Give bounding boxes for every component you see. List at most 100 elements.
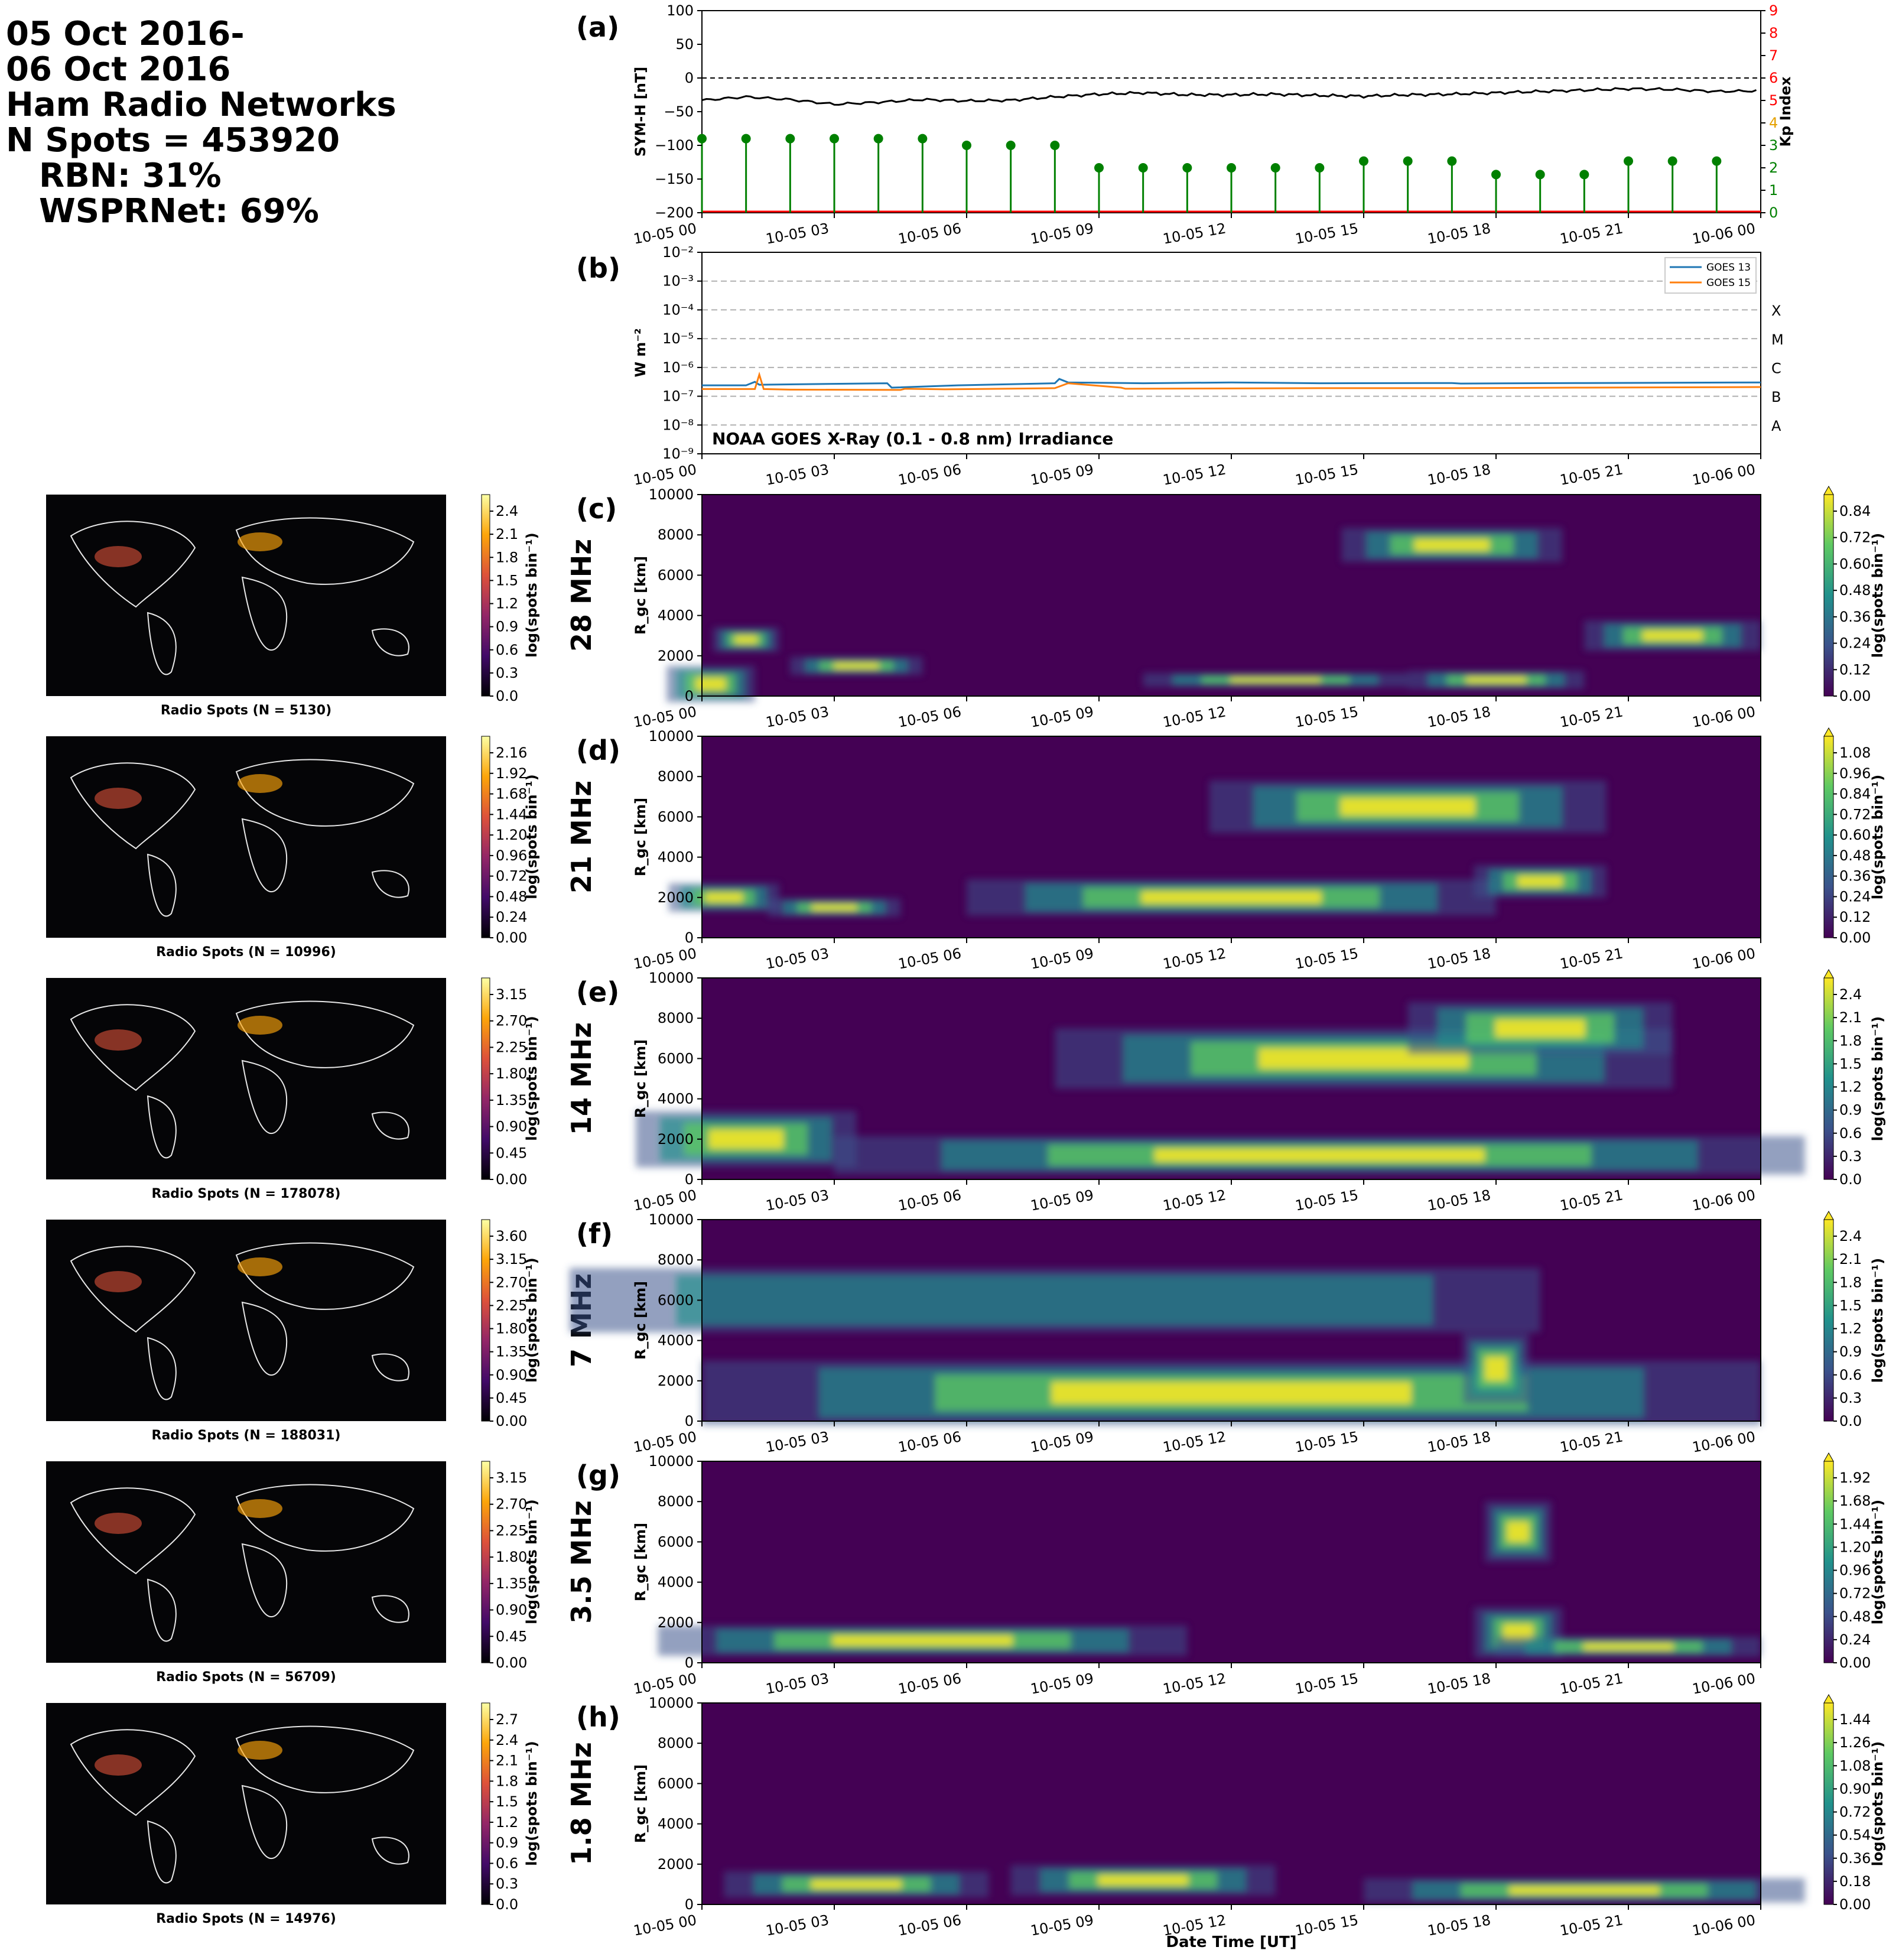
- panel-a-xtick-label: 10-05 12: [1162, 220, 1227, 247]
- panel-a-left-ytick-label: 0: [685, 70, 694, 86]
- panel-c-xtick-label: 10-05 00: [632, 703, 698, 730]
- panel-g-xtick-label: 10-05 09: [1029, 1670, 1095, 1697]
- map-colorbar-tick-label: 2.70: [496, 1274, 527, 1291]
- panel-d-xtick-label: 10-05 03: [765, 945, 830, 972]
- coastline: [147, 1095, 177, 1159]
- panel-f-ytick-label: 6000: [658, 1292, 694, 1308]
- panel-g-xtick-label: 10-05 18: [1426, 1670, 1492, 1697]
- frequency-band-label: 21 MHz: [565, 781, 597, 893]
- kp-point: [741, 134, 751, 144]
- coastline: [235, 759, 415, 827]
- heatmap-blob: [705, 892, 743, 902]
- panel-f-xtick-label: 10-06 00: [1691, 1428, 1757, 1455]
- heatmap-cells: [636, 1002, 1805, 1175]
- heatmap-blob: [833, 1635, 1013, 1646]
- heatmap-blob: [1340, 798, 1475, 816]
- panel-h-ytick-label: 2000: [658, 1856, 694, 1873]
- panel-b-ytick-label: 10⁻⁶: [662, 359, 694, 376]
- panel-d-ytick-label: 10000: [649, 728, 694, 745]
- panel-h-xtick-label: 10-05 18: [1426, 1912, 1492, 1939]
- colorbar-tick-label: 0.3: [1839, 1148, 1862, 1165]
- heatmap-ylabel: R_gc [km]: [632, 1523, 649, 1601]
- panel-a-xtick-label: 10-05 09: [1029, 220, 1095, 247]
- kp-point: [1227, 163, 1236, 173]
- colorbar-extend-arrow: [1823, 727, 1834, 737]
- map-colorbar-tick-label: 0.9: [496, 619, 518, 635]
- panel-f-ytick-label: 10000: [649, 1211, 694, 1228]
- panel-b-letter: (b): [576, 252, 620, 284]
- map-colorbar-tick-label: 2.4: [496, 503, 518, 519]
- map-colorbar-tick-label: 2.70: [496, 1496, 527, 1513]
- panel-g-xtick-label: 10-06 00: [1691, 1670, 1757, 1697]
- map-colorbar: [481, 977, 490, 1180]
- kp-point: [785, 134, 795, 144]
- panel-a-left-ytick-label: 100: [666, 2, 694, 19]
- panel-d-heatmap: (d) 21 MHz 10000 8000 6000 4000 2000 0 R_gc [km]…: [565, 727, 1886, 973]
- panel-a-right-ytick-label: 9: [1769, 2, 1778, 19]
- coastline: [147, 1337, 177, 1400]
- panel-d-xtick-label: 10-05 21: [1559, 945, 1624, 972]
- colorbar-tick-label: 0.54: [1839, 1827, 1871, 1844]
- map-colorbar-tick-label: 0.3: [496, 1876, 518, 1892]
- panel-c-xtick-label: 10-05 21: [1559, 703, 1624, 730]
- panel-c-ytick-label: 10000: [649, 486, 694, 503]
- map-colorbar: [481, 1461, 490, 1663]
- coastline: [147, 1578, 177, 1642]
- heatmap-blob: [1414, 539, 1490, 551]
- panel-g-xtick-label: 10-05 15: [1294, 1670, 1360, 1697]
- heatmap-colorbar: [1823, 494, 1834, 697]
- header-wsprnet: WSPRNet: 69%: [39, 192, 319, 230]
- colorbar-tick-label: 0.00: [1839, 929, 1871, 946]
- map-colorbar-tick-label: 0.6: [496, 642, 518, 658]
- spot-cluster-eu: [238, 1257, 282, 1276]
- map-colorbar-label: log(spots bin⁻¹): [523, 1016, 540, 1141]
- map-colorbar-tick-label: 0.00: [496, 1655, 527, 1671]
- panel-a-left-ytick-label: −50: [664, 103, 694, 120]
- panel-f-xtick-label: 10-05 12: [1162, 1428, 1227, 1455]
- panel-b-ytick-label: 10⁻⁸: [662, 417, 694, 433]
- colorbar-tick-label: 0.00: [1839, 1655, 1871, 1671]
- panel-b-ytick-label: 10⁻⁷: [662, 388, 694, 405]
- colorbar-tick-label: 0.00: [1839, 1896, 1871, 1913]
- panel-a-left-ytick-label: −100: [655, 137, 694, 154]
- map-colorbar-tick-label: 1.5: [496, 1793, 518, 1810]
- coastline: [235, 517, 415, 585]
- panel-h-xtick-label: 10-05 15: [1294, 1912, 1360, 1939]
- panel-f-ytick-label: 4000: [658, 1332, 694, 1349]
- colorbar-tick-label: 2.1: [1839, 1009, 1862, 1026]
- panel-g-ytick-label: 2000: [658, 1614, 694, 1631]
- colorbar-tick-label: 0.24: [1839, 1631, 1871, 1648]
- panel-b-ytick-label: 10⁻²: [662, 244, 694, 261]
- panel-f-letter: (f): [576, 1218, 613, 1250]
- map-colorbar-tick-label: 0.48: [496, 888, 527, 905]
- panel-a-right-ytick-label: 8: [1769, 25, 1778, 41]
- map-colorbar-tick-label: 1.92: [496, 765, 527, 782]
- panel-g-letter: (g): [576, 1460, 620, 1491]
- colorbar-tick-label: 1.5: [1839, 1055, 1862, 1072]
- kp-point: [1624, 156, 1633, 166]
- panel-c-heatmap: (c) 28 MHz 10000 8000 6000 4000 2000 0 R_gc [km]…: [565, 485, 1886, 731]
- panel-c-xtick-label: 10-06 00: [1691, 703, 1757, 730]
- colorbar-tick-label: 2.4: [1839, 1228, 1862, 1244]
- colorbar-tick-label: 0.96: [1839, 1562, 1871, 1579]
- panel-b-xtick-label: 10-05 00: [632, 461, 698, 488]
- heatmap-cells: [658, 1501, 1761, 1658]
- panel-d-xtick-label: 10-05 00: [632, 945, 698, 972]
- panel-b-xtick-label: 10-05 15: [1294, 461, 1360, 488]
- coastline: [147, 612, 177, 675]
- panel-a-right-ytick-label: 2: [1769, 160, 1778, 176]
- coastline: [241, 576, 288, 651]
- map-colorbar-tick-label: 1.35: [496, 1344, 527, 1360]
- colorbar-tick-label: 0.6: [1839, 1367, 1862, 1383]
- spot-cluster-eu: [238, 1499, 282, 1518]
- panel-h-heatmap: (h) 1.8 MHz 10000 8000 6000 4000 2000 0 R_gc [km…: [565, 1694, 1886, 1939]
- panel-a-right-ytick-label: 1: [1769, 182, 1778, 199]
- colorbar-tick-label: 0.84: [1839, 503, 1871, 519]
- panel-f-xtick-label: 10-05 21: [1559, 1428, 1624, 1455]
- map-colorbar-tick-label: 2.25: [496, 1039, 527, 1055]
- panel-h-xtick-label: 10-05 06: [897, 1912, 962, 1939]
- map-colorbar: [481, 1219, 490, 1422]
- colorbar-tick-label: 0.90: [1839, 1780, 1871, 1797]
- map-colorbar-tick-label: 1.80: [496, 1065, 527, 1082]
- heatmap-blob: [1098, 1875, 1188, 1886]
